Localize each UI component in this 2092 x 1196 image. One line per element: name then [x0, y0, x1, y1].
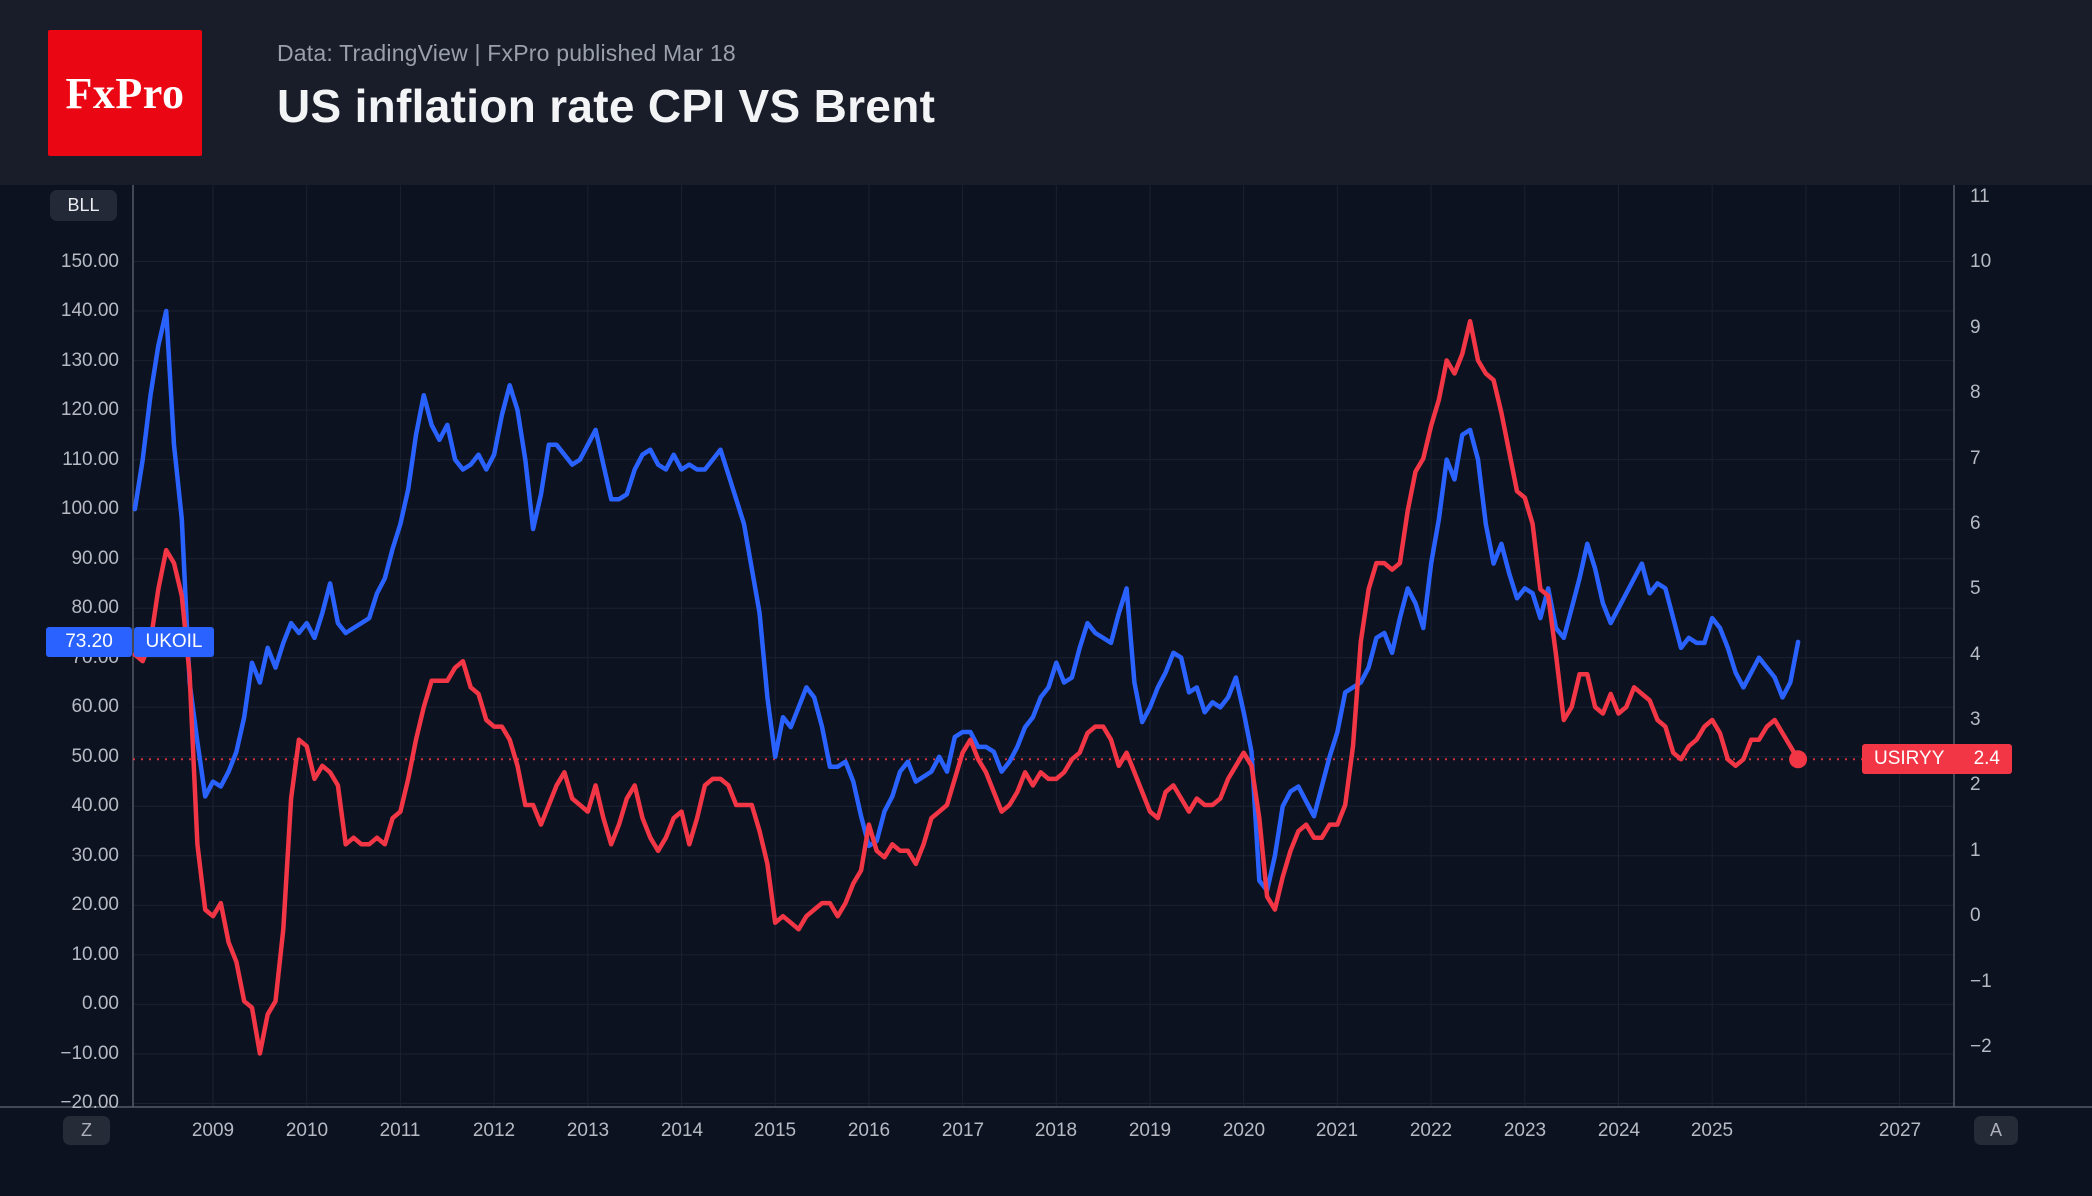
ukoil-symbol-badge: UKOIL — [134, 627, 214, 657]
time-axis-tick: 2021 — [1315, 1120, 1359, 1141]
right-axis-tick: −1 — [1970, 971, 1992, 992]
right-axis-tick: 9 — [1970, 317, 1981, 338]
right-axis-tick: 7 — [1970, 448, 1981, 469]
left-axis-tick: 20.00 — [71, 894, 119, 915]
data-source-caption: Data: TradingView | FxPro published Mar … — [277, 40, 736, 66]
left-axis-tick: 150.00 — [60, 251, 119, 272]
left-axis-tick: 110.00 — [62, 449, 119, 470]
right-axis-tick: 4 — [1970, 644, 1981, 665]
chart-canvas[interactable] — [0, 185, 2092, 1196]
fxpro-logo-text: FxPro — [65, 68, 185, 118]
cpi-last-point-marker — [1789, 750, 1808, 769]
time-axis-tick: 2023 — [1503, 1120, 1547, 1141]
right-axis-tick: 6 — [1970, 513, 1981, 534]
time-axis-tick: 2025 — [1690, 1120, 1734, 1141]
left-axis-tick: −10.00 — [60, 1043, 119, 1064]
brent-line[interactable] — [132, 308, 1801, 893]
usiryy-value-label: 2.4 — [1973, 748, 2000, 769]
left-axis-tick: 100.00 — [60, 498, 119, 519]
left-axis-tick: −20.00 — [60, 1092, 119, 1113]
time-axis-tick: 2017 — [941, 1120, 985, 1141]
left-axis-tick: 10.00 — [71, 944, 119, 965]
page-title: US inflation rate CPI VS Brent — [277, 80, 936, 132]
left-axis-tick: 40.00 — [71, 795, 119, 816]
fxpro-logo: FxPro — [48, 30, 202, 156]
time-axis-tick: 2019 — [1128, 1120, 1172, 1141]
usiryy-symbol-label: USIRYY — [1874, 748, 1945, 769]
left-axis-tick: 30.00 — [71, 845, 119, 866]
right-axis-tick: 0 — [1970, 905, 1981, 926]
time-axis-tick: 2015 — [753, 1120, 797, 1141]
time-axis-tick: 2027 — [1878, 1120, 1922, 1141]
time-axis-tick: 2012 — [472, 1120, 516, 1141]
time-axis-tick: 2013 — [566, 1120, 610, 1141]
left-axis-tick: 140.00 — [60, 300, 119, 321]
left-axis-tick: 130.00 — [60, 350, 119, 371]
left-axis-tick: 0.00 — [82, 993, 119, 1014]
auto-scale-button[interactable]: A — [1974, 1116, 2018, 1145]
right-axis-tick: 10 — [1970, 251, 1992, 272]
right-axis-tick: 8 — [1970, 382, 1981, 403]
time-axis-tick: 2024 — [1597, 1120, 1641, 1141]
time-axis-tick: 2014 — [660, 1120, 704, 1141]
header-text: Data: TradingView | FxPro published Mar … — [277, 40, 935, 133]
time-axis-tick: 2010 — [285, 1120, 329, 1141]
header: FxPro Data: TradingView | FxPro publishe… — [0, 0, 2092, 185]
left-axis-tick: 120.00 — [60, 399, 119, 420]
time-axis-tick: 2020 — [1222, 1120, 1266, 1141]
right-axis-tick: 1 — [1970, 840, 1981, 861]
ukoil-price-badge: 73.20 — [46, 627, 132, 657]
unit-button[interactable]: BLL — [50, 190, 117, 221]
time-axis-tick: 2011 — [379, 1120, 421, 1141]
cpi-line[interactable] — [132, 318, 1801, 1056]
right-axis-tick: 3 — [1970, 709, 1981, 730]
time-axis-tick: 2018 — [1034, 1120, 1078, 1141]
time-axis-tick: 2022 — [1409, 1120, 1453, 1141]
left-axis-tick: 80.00 — [71, 597, 119, 618]
right-axis-tick: 11 — [1970, 186, 1990, 207]
time-axis-tick: 2016 — [847, 1120, 891, 1141]
right-axis-tick: 5 — [1970, 578, 1981, 599]
left-axis-tick: 50.00 — [71, 746, 119, 767]
ukoil-price-row: 73.20 UKOIL — [46, 627, 214, 657]
right-axis-tick: 2 — [1970, 774, 1981, 795]
left-axis-tick: 60.00 — [71, 696, 119, 717]
right-axis-tick: −2 — [1970, 1036, 1992, 1057]
timezone-button[interactable]: Z — [63, 1116, 110, 1145]
left-axis-tick: 90.00 — [71, 548, 119, 569]
usiryy-price-badge: USIRYY 2.4 — [1862, 744, 2012, 774]
time-axis-tick: 2009 — [191, 1120, 235, 1141]
